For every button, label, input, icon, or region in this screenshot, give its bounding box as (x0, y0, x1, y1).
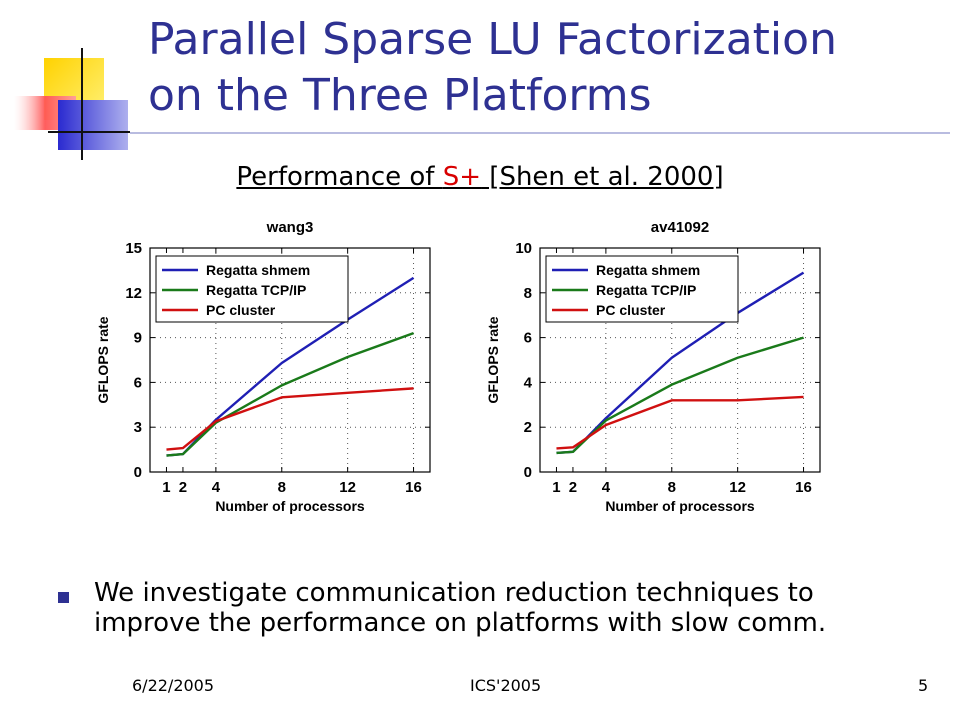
series-line-pc-cluster (166, 387, 414, 451)
x-tick-label: 12 (339, 479, 356, 496)
legend-label: Regatta shmem (596, 262, 700, 278)
title-line-1: Parallel Sparse LU Factorization (148, 14, 837, 65)
series-line-regatta-tcp-ip (166, 331, 414, 457)
slide-subtitle: Performance of S+ [Shen et al. 2000] (0, 162, 960, 192)
y-tick-label: 15 (125, 240, 142, 257)
footer-conference: ICS'2005 (470, 676, 542, 695)
series-line-pc-cluster (556, 395, 804, 450)
slide-title: Parallel Sparse LU Factorization on the … (148, 12, 938, 124)
overlapping-squares-logo (14, 48, 130, 160)
y-tick-label: 6 (524, 330, 532, 347)
y-tick-label: 9 (134, 330, 142, 347)
title-divider (130, 132, 950, 134)
y-tick-label: 0 (134, 464, 142, 481)
title-line-2: on the Three Platforms (148, 70, 652, 121)
chart-title: wang3 (266, 219, 314, 236)
y-tick-label: 10 (515, 240, 532, 257)
x-tick-label: 4 (602, 479, 611, 496)
subtitle-citation: [Shen et al. 2000] (481, 162, 724, 192)
y-axis-label: GFLOPS rate (485, 316, 501, 403)
y-tick-label: 0 (524, 464, 532, 481)
plot-frame (539, 247, 821, 473)
x-tick-label: 1 (552, 479, 560, 496)
bullet-text: We investigate communication reduction t… (94, 578, 827, 638)
chart-wang3: wang3 0 3 6 9 12 15 1 2 4 8 12 16 Regatta shmem Regatt… (95, 219, 431, 514)
series-line-regatta-tcp-ip (556, 336, 804, 455)
x-tick-label: 16 (795, 479, 812, 496)
x-axis-label: Number of processors (605, 498, 755, 514)
chart-title: av41092 (651, 219, 709, 236)
x-tick-label: 8 (278, 479, 286, 496)
x-tick-label: 16 (405, 479, 422, 496)
x-axis-label: Number of processors (215, 498, 365, 514)
legend-label: Regatta TCP/IP (206, 282, 306, 298)
x-tick-label: 2 (569, 479, 577, 496)
footer-page-number: 5 (918, 676, 929, 695)
legend-label: Regatta shmem (206, 262, 310, 278)
y-tick-label: 2 (524, 419, 532, 436)
y-tick-label: 12 (125, 285, 142, 302)
y-tick-label: 4 (524, 374, 533, 391)
x-tick-label: 1 (162, 479, 170, 496)
footer-date: 6/22/2005 (132, 676, 215, 695)
legend-label: Regatta TCP/IP (596, 282, 696, 298)
legend-label: PC cluster (596, 302, 666, 318)
subtitle-highlight: S+ (442, 162, 482, 192)
y-axis-label: GFLOPS rate (95, 316, 111, 403)
bullet-square-icon (58, 592, 69, 603)
subtitle-prefix: Performance of (236, 162, 443, 192)
legend-label: PC cluster (206, 302, 276, 318)
plot-frame (149, 247, 431, 473)
y-tick-label: 6 (134, 374, 142, 391)
x-tick-label: 12 (729, 479, 746, 496)
x-tick-label: 4 (212, 479, 221, 496)
x-tick-label: 2 (179, 479, 187, 496)
y-tick-label: 8 (524, 285, 532, 302)
y-tick-label: 3 (134, 419, 142, 436)
x-tick-label: 8 (668, 479, 676, 496)
